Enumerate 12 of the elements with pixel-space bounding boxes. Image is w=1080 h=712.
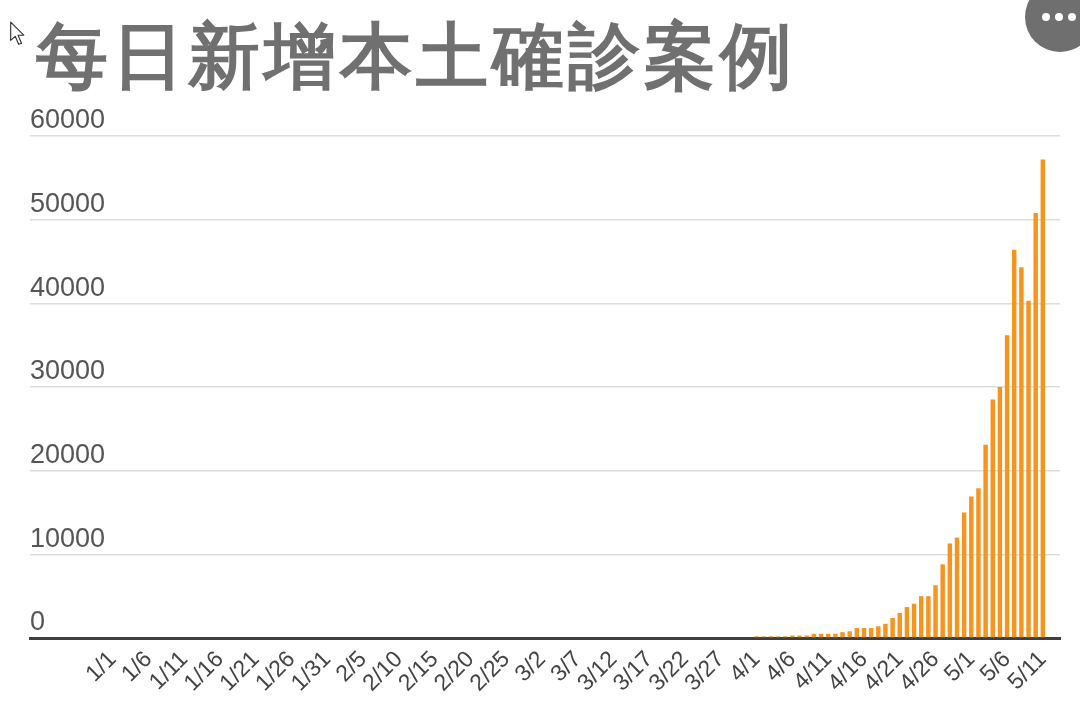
y-tick-label: 20000 (30, 439, 106, 470)
y-tick-label: 40000 (30, 271, 106, 302)
y-tick-label: 30000 (30, 355, 106, 386)
y-tick-label: 10000 (30, 522, 106, 553)
y-tick-label: 50000 (30, 188, 106, 219)
x-tick-label: 5/1 (938, 645, 980, 687)
x-tick-label: 4/1 (723, 645, 765, 687)
x-tick-label: 1/1 (79, 645, 121, 687)
y-tick-label: 0 (30, 606, 46, 637)
chart-title: 每日新增本土確診案例 (36, 14, 796, 98)
y-tick-label: 60000 (30, 104, 106, 135)
x-tick-label: 3/2 (509, 645, 551, 687)
